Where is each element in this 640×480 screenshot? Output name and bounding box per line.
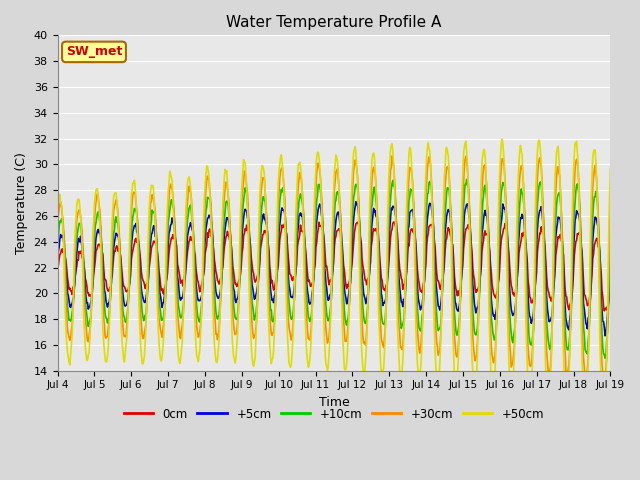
+5cm bbox=[206, 213, 214, 218]
0cm bbox=[607, 268, 614, 274]
+50cm bbox=[64, 350, 72, 356]
+10cm bbox=[401, 297, 409, 303]
+50cm bbox=[401, 285, 409, 290]
+10cm bbox=[607, 229, 614, 235]
+10cm bbox=[463, 177, 470, 182]
Line: +50cm: +50cm bbox=[58, 139, 611, 414]
+5cm bbox=[64, 290, 72, 296]
0cm bbox=[54, 268, 61, 274]
+5cm bbox=[607, 249, 614, 255]
+50cm bbox=[54, 206, 61, 212]
X-axis label: Time: Time bbox=[319, 396, 349, 409]
+30cm bbox=[600, 380, 607, 386]
0cm bbox=[120, 284, 128, 289]
+5cm bbox=[352, 199, 360, 204]
+10cm bbox=[417, 325, 425, 331]
+30cm bbox=[54, 223, 61, 229]
+10cm bbox=[120, 314, 128, 320]
+50cm bbox=[607, 166, 614, 171]
Y-axis label: Temperature (C): Temperature (C) bbox=[15, 152, 28, 254]
0cm bbox=[64, 276, 72, 281]
+30cm bbox=[388, 153, 396, 159]
0cm bbox=[418, 290, 426, 296]
+5cm bbox=[418, 304, 426, 310]
+50cm bbox=[120, 359, 128, 365]
+10cm bbox=[64, 304, 72, 310]
0cm bbox=[390, 219, 398, 225]
+50cm bbox=[498, 136, 506, 142]
0cm bbox=[402, 275, 410, 280]
+5cm bbox=[177, 297, 184, 303]
Legend: 0cm, +5cm, +10cm, +30cm, +50cm: 0cm, +5cm, +10cm, +30cm, +50cm bbox=[119, 403, 549, 425]
+30cm bbox=[607, 197, 614, 203]
+10cm bbox=[54, 249, 61, 254]
+5cm bbox=[54, 260, 61, 265]
+30cm bbox=[64, 327, 72, 333]
0cm bbox=[206, 226, 214, 232]
+50cm bbox=[581, 411, 589, 417]
+50cm bbox=[206, 189, 214, 194]
0cm bbox=[177, 280, 184, 286]
+5cm bbox=[120, 302, 128, 308]
+30cm bbox=[206, 189, 214, 194]
Text: SW_met: SW_met bbox=[66, 46, 122, 59]
+5cm bbox=[402, 281, 410, 287]
+30cm bbox=[177, 336, 184, 341]
+10cm bbox=[601, 355, 609, 361]
+30cm bbox=[418, 326, 426, 332]
Title: Water Temperature Profile A: Water Temperature Profile A bbox=[227, 15, 442, 30]
0cm bbox=[600, 308, 608, 314]
+5cm bbox=[601, 333, 609, 338]
Line: +10cm: +10cm bbox=[58, 180, 611, 358]
Line: +5cm: +5cm bbox=[58, 202, 611, 336]
Line: 0cm: 0cm bbox=[58, 222, 611, 311]
+50cm bbox=[417, 356, 425, 362]
+30cm bbox=[402, 268, 410, 274]
+50cm bbox=[177, 356, 184, 362]
+10cm bbox=[177, 315, 184, 321]
+30cm bbox=[120, 334, 128, 339]
Line: +30cm: +30cm bbox=[58, 156, 611, 383]
+10cm bbox=[206, 197, 214, 203]
